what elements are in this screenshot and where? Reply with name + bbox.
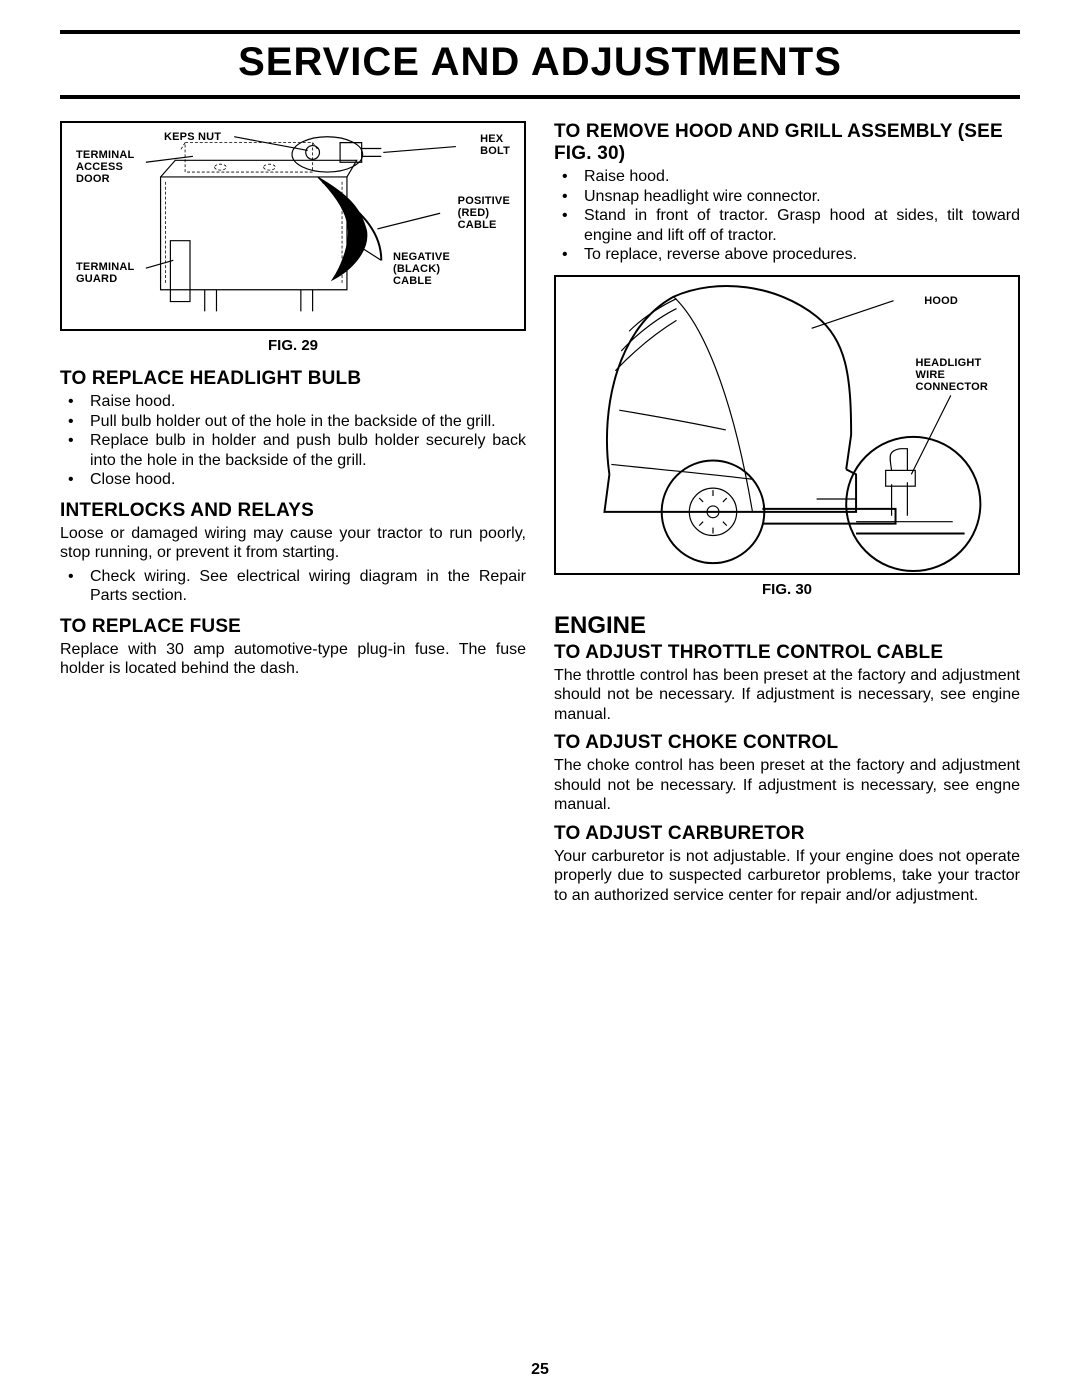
- right-column: TO REMOVE HOOD AND GRILL ASSEMBLY (See F…: [554, 121, 1020, 909]
- figure-29-caption: Fig. 29: [60, 337, 526, 354]
- list-item: Stand in front of tractor. Grasp hood at…: [554, 206, 1020, 245]
- head-replace-bulb: To Replace Headlight Bulb: [60, 368, 526, 390]
- page-number: 25: [0, 1361, 1080, 1379]
- list-replace-bulb: Raise hood. Pull bulb holder out of the …: [60, 392, 526, 490]
- list-item: Unsnap headlight wire connector.: [554, 187, 1020, 207]
- list-item: To replace, reverse above procedures.: [554, 245, 1020, 265]
- head-choke: To Adjust Choke Control: [554, 732, 1020, 754]
- label-hood: HOOD: [924, 295, 958, 307]
- list-item: Close hood.: [60, 470, 526, 490]
- para-fuse: Replace with 30 amp automotive-type plug…: [60, 640, 526, 679]
- head-throttle: To Adjust Throttle Control Cable: [554, 642, 1020, 664]
- head-fuse: To Replace Fuse: [60, 616, 526, 638]
- list-item: Check wiring. See electrical wiring diag…: [60, 567, 526, 606]
- label-terminal-guard: TERMINAL GUARD: [76, 261, 134, 285]
- head-interlocks: Interlocks And Relays: [60, 500, 526, 522]
- label-negative-cable: NEGATIVE (BLACK) CABLE: [393, 251, 450, 287]
- title-rule: [60, 95, 1020, 99]
- head-remove-hood: TO REMOVE HOOD AND GRILL ASSEMBLY (See F…: [554, 121, 1020, 165]
- para-interlocks: Loose or damaged wiring may cause your t…: [60, 524, 526, 563]
- para-carb: Your carburetor is not adjustable. If yo…: [554, 847, 1020, 906]
- list-item: Raise hood.: [554, 167, 1020, 187]
- figure-30-svg: [556, 277, 1018, 573]
- list-item: Raise hood.: [60, 392, 526, 412]
- figure-30: HOOD HEADLIGHT WIRE CONNECTOR: [554, 275, 1020, 575]
- head-engine: Engine: [554, 612, 1020, 640]
- label-connector: HEADLIGHT WIRE CONNECTOR: [916, 357, 989, 393]
- label-positive-cable: POSITIVE (RED) CABLE: [458, 195, 510, 231]
- left-column: KEPS NUT TERMINAL ACCESS DOOR TERMINAL G…: [60, 121, 526, 909]
- label-terminal-access-door: TERMINAL ACCESS DOOR: [76, 149, 134, 185]
- figure-30-caption: Fig. 30: [554, 581, 1020, 598]
- list-item: Replace bulb in holder and push bulb hol…: [60, 431, 526, 470]
- head-carb: To Adjust Carburetor: [554, 823, 1020, 845]
- list-remove-hood: Raise hood. Unsnap headlight wire connec…: [554, 167, 1020, 265]
- para-throttle: The throttle control has been preset at …: [554, 666, 1020, 725]
- list-interlocks: Check wiring. See electrical wiring diag…: [60, 567, 526, 606]
- figure-29: KEPS NUT TERMINAL ACCESS DOOR TERMINAL G…: [60, 121, 526, 331]
- page-title: Service And Adjustments: [60, 34, 1020, 95]
- para-choke: The choke control has been preset at the…: [554, 756, 1020, 815]
- content-columns: KEPS NUT TERMINAL ACCESS DOOR TERMINAL G…: [60, 121, 1020, 909]
- label-keps-nut: KEPS NUT: [164, 131, 221, 143]
- list-item: Pull bulb holder out of the hole in the …: [60, 412, 526, 432]
- label-hex-bolt: HEX BOLT: [480, 133, 510, 157]
